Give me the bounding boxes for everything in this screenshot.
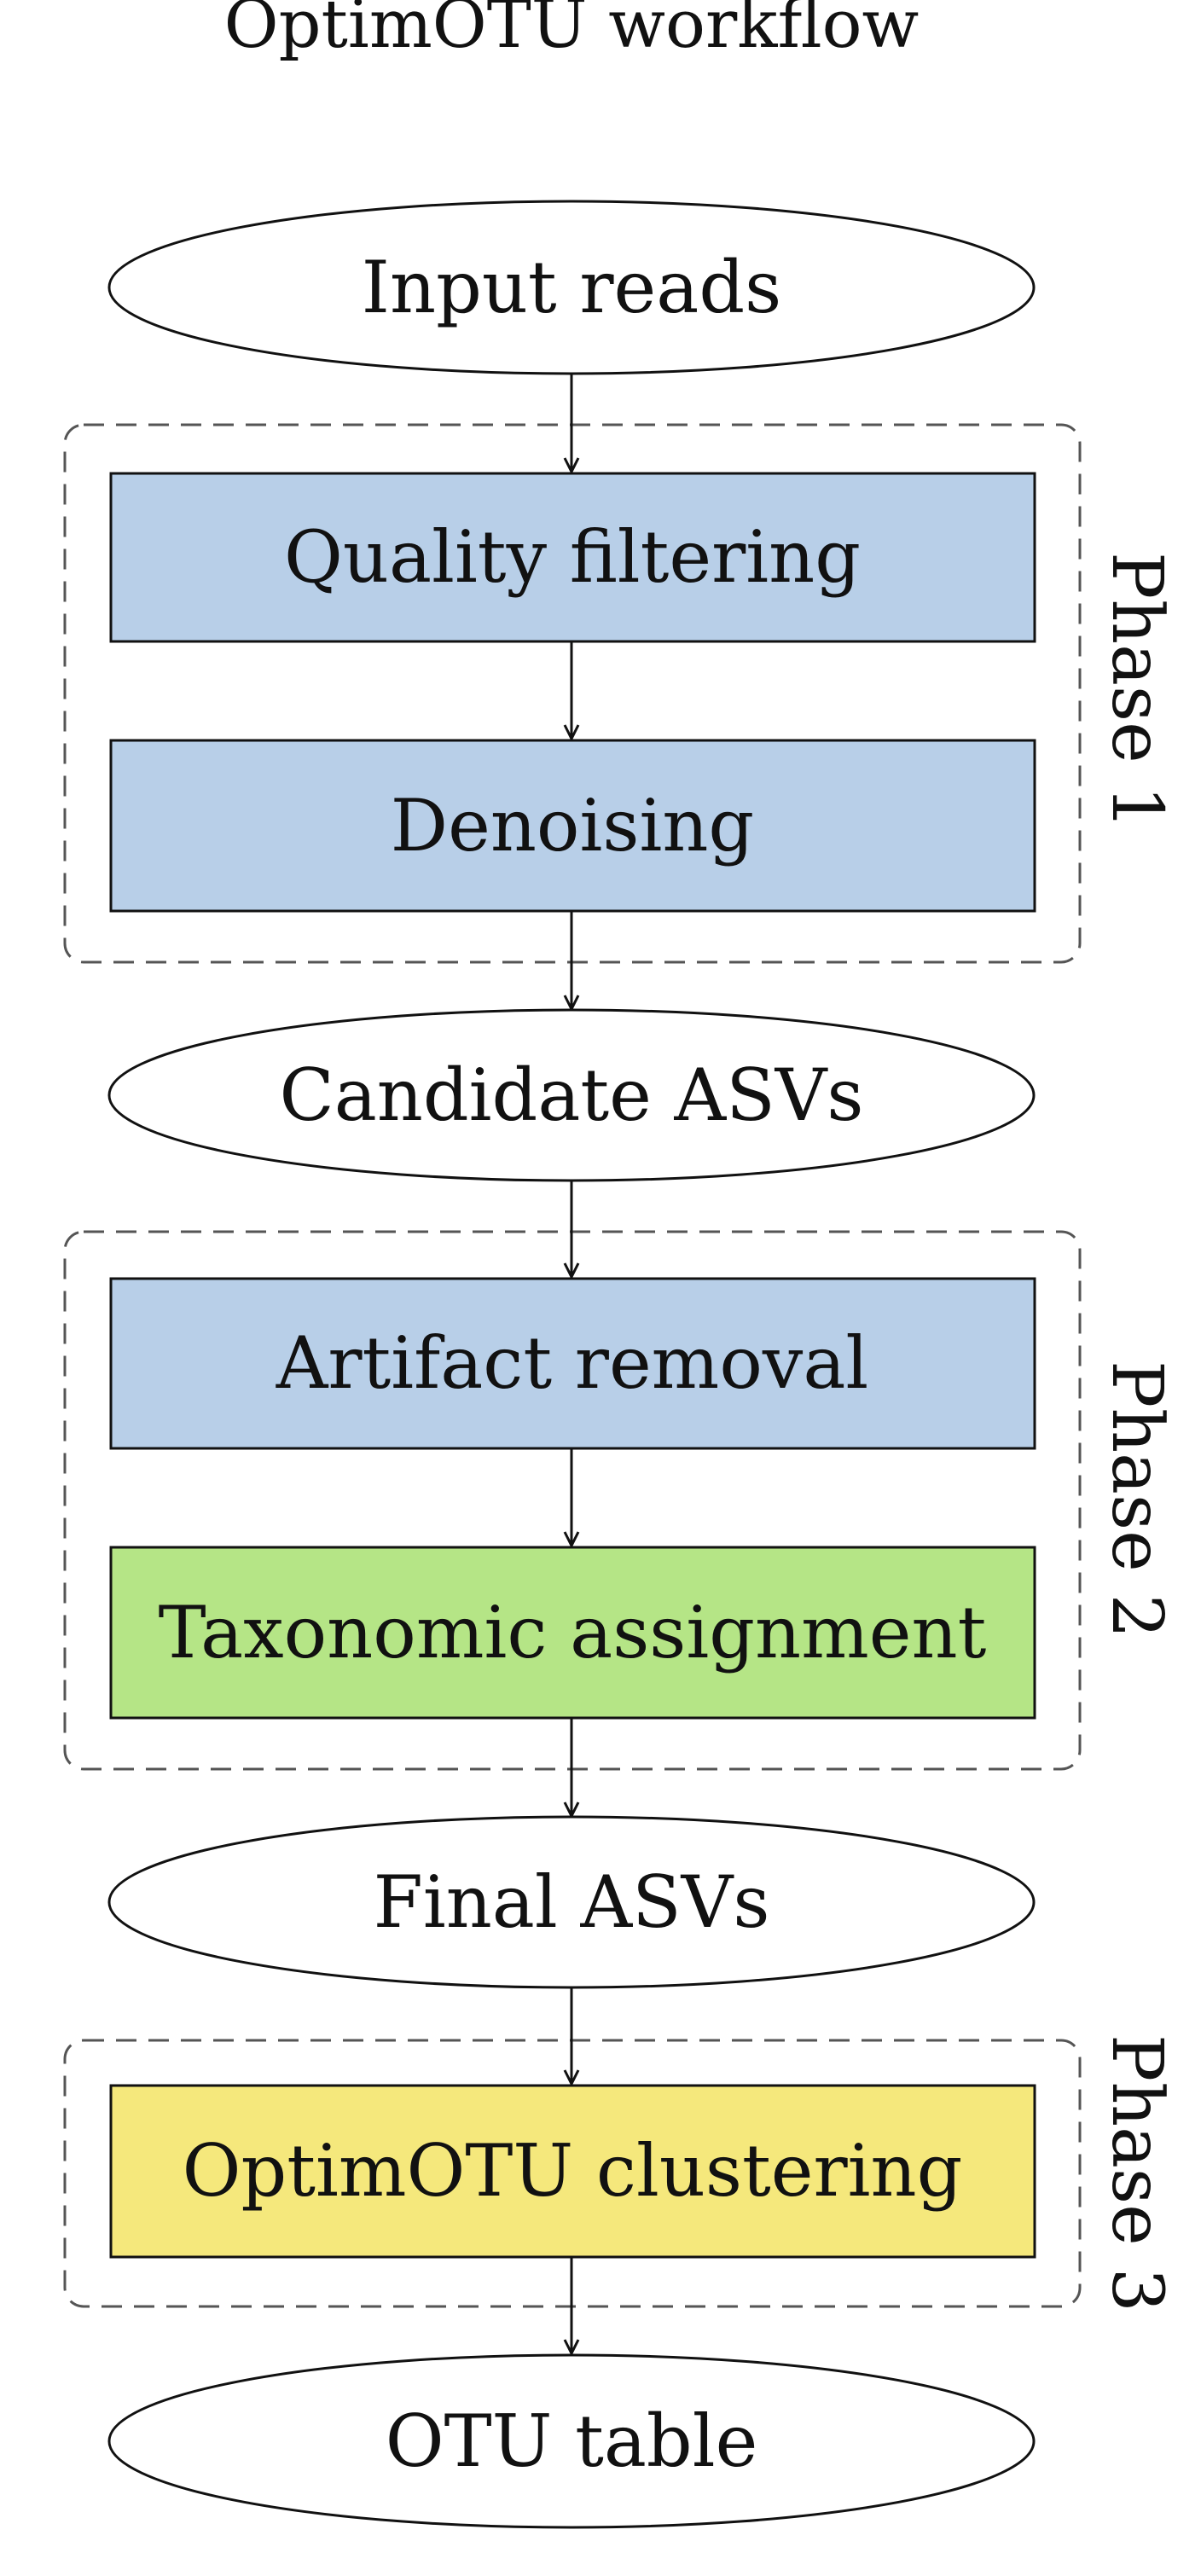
input-reads-label: Input reads xyxy=(362,246,781,329)
phase-3-label: Phase 3 xyxy=(1096,2034,1177,2312)
taxonomic-assignment-label: Taxonomic assignment xyxy=(159,1591,987,1674)
phase-2-label: Phase 2 xyxy=(1096,1361,1177,1639)
optimotu-clustering-node xyxy=(109,2084,1036,2259)
otu-table-node xyxy=(107,2353,1036,2529)
otu-table-label: OTU table xyxy=(386,2399,758,2483)
phase-1-label: Phase 1 xyxy=(1096,552,1177,830)
input-reads-node xyxy=(107,200,1036,375)
quality-filtering-label: Quality filtering xyxy=(284,515,861,599)
denoising-label: Denoising xyxy=(391,784,754,867)
candidate-asvs-label: Candidate ASVs xyxy=(279,1053,863,1137)
taxonomic-assignment-node xyxy=(109,1546,1036,1720)
quality-filtering-node xyxy=(109,472,1036,643)
artifact-removal-node xyxy=(109,1277,1036,1450)
denoising-node xyxy=(109,739,1036,913)
artifact-removal-label: Artifact removal xyxy=(276,1321,869,1405)
diagram-title: OptimOTU workflow xyxy=(224,0,920,63)
final-asvs-node xyxy=(107,1815,1036,1989)
optimotu-clustering-label: OptimOTU clustering xyxy=(183,2129,963,2213)
final-asvs-label: Final ASVs xyxy=(374,1860,770,1944)
candidate-asvs-node xyxy=(107,1008,1036,1182)
